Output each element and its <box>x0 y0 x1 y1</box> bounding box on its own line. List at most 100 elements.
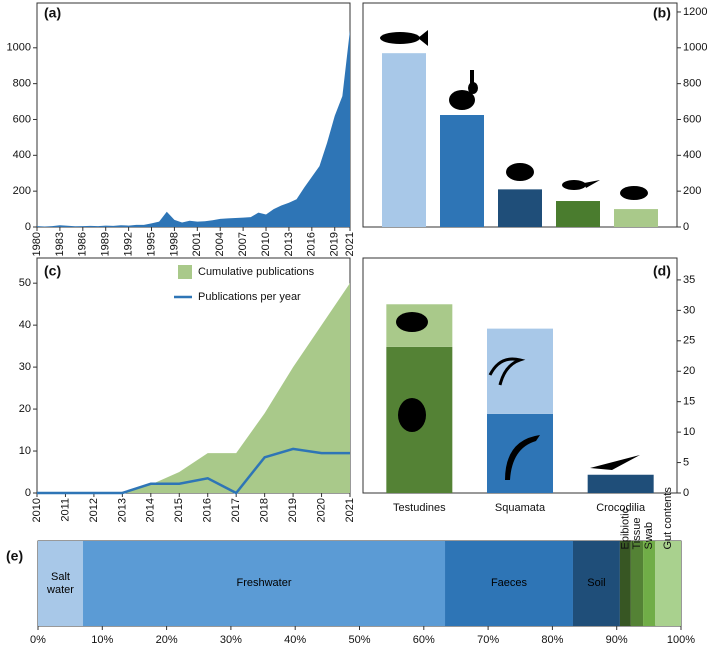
x-tick-label: 2010 <box>260 232 272 256</box>
x-tick-label: 30% <box>220 634 242 646</box>
animal-icon <box>398 398 426 432</box>
y-tick-label: 20 <box>683 365 695 377</box>
x-tick-label: 2016 <box>202 498 214 522</box>
x-tick-label: 1998 <box>168 232 180 256</box>
animal-icon <box>380 32 420 44</box>
x-tick-label: 2011 <box>59 498 71 522</box>
y-tick-label: 200 <box>683 185 701 197</box>
x-tick-label: 2001 <box>191 232 203 256</box>
bar-segment <box>445 541 573 626</box>
x-tick-label: 2021 <box>344 498 356 522</box>
animal-icon <box>396 312 428 332</box>
line <box>37 447 350 495</box>
legend-swatch <box>178 265 192 279</box>
bar-segment <box>572 541 620 626</box>
y-tick-label: 30 <box>683 304 695 316</box>
y-tick-label: 30 <box>19 361 31 373</box>
x-tick-label: 2015 <box>173 498 185 522</box>
legend-label: Publications per year <box>198 291 301 303</box>
x-tick-label: Crocodilia <box>596 502 646 514</box>
bar-segment <box>83 541 446 626</box>
x-tick-label: 2021 <box>344 232 356 256</box>
segment-label: Swab <box>643 522 655 550</box>
segment-label: Faeces <box>490 577 528 589</box>
bar <box>614 209 658 227</box>
panel-label: (a) <box>44 5 61 21</box>
x-tick-label: 2012 <box>88 498 100 522</box>
panel-label: (d) <box>653 263 671 279</box>
x-tick-label: 70% <box>477 634 499 646</box>
area <box>37 29 350 227</box>
x-tick-label: 2016 <box>306 232 318 256</box>
segment-label: Freshwater <box>236 577 292 589</box>
segment-label: Gut contents <box>662 487 674 550</box>
y-tick-label: 50 <box>19 277 31 289</box>
panel-label: (e) <box>6 548 23 564</box>
y-tick-label: 400 <box>13 149 31 161</box>
bar-segment <box>38 541 84 626</box>
x-tick-label: 2007 <box>237 232 249 256</box>
x-tick-label: 40% <box>284 634 306 646</box>
y-tick-label: 1000 <box>7 42 31 54</box>
y-tick-label: 800 <box>683 78 701 90</box>
x-tick-label: 1992 <box>123 232 135 256</box>
area <box>37 283 350 493</box>
x-tick-label: 90% <box>606 634 628 646</box>
panel-label: (b) <box>653 5 671 21</box>
animal-icon <box>449 90 475 110</box>
bar <box>556 201 600 227</box>
bar <box>440 115 484 227</box>
y-tick-label: 0 <box>683 221 689 233</box>
x-tick-label: 10% <box>91 634 113 646</box>
x-tick-label: 1983 <box>54 232 66 256</box>
bar-segment <box>587 474 654 493</box>
x-tick-label: 2013 <box>116 498 128 522</box>
animal-icon <box>505 435 540 480</box>
x-tick-label: 0% <box>30 634 46 646</box>
animal-icon <box>590 455 640 470</box>
animal-icon <box>470 70 474 86</box>
segment-label-box: Soil <box>587 577 605 589</box>
y-tick-label: 600 <box>13 113 31 125</box>
x-tick-label: 50% <box>348 634 370 646</box>
x-tick-label: 2004 <box>214 232 226 256</box>
y-tick-label: 200 <box>13 185 31 197</box>
animal-icon <box>418 30 428 46</box>
segment-label: Salt water <box>47 570 74 596</box>
x-tick-label: 2017 <box>230 498 242 522</box>
x-tick-label: 20% <box>156 634 178 646</box>
y-tick-label: 0 <box>683 487 689 499</box>
bar-segment <box>630 541 644 626</box>
segment-label-box: Faeces <box>490 577 528 589</box>
bar-segment <box>643 541 656 626</box>
y-tick-label: 600 <box>683 113 701 125</box>
x-tick-label: 2010 <box>31 498 43 522</box>
y-tick-label: 10 <box>683 426 695 438</box>
y-tick-label: 0 <box>25 487 31 499</box>
y-tick-label: 800 <box>13 78 31 90</box>
y-tick-label: 40 <box>19 319 31 331</box>
x-tick-label: 2020 <box>315 498 327 522</box>
y-tick-label: 15 <box>683 396 695 408</box>
y-tick-label: 5 <box>683 456 689 468</box>
y-tick-label: 400 <box>683 149 701 161</box>
bar <box>498 189 542 227</box>
animal-icon <box>506 163 534 181</box>
x-tick-label: 2013 <box>283 232 295 256</box>
x-tick-label: 1980 <box>31 232 43 256</box>
x-tick-label: 2019 <box>329 232 341 256</box>
x-tick-label: 60% <box>413 634 435 646</box>
bar-segment <box>655 541 681 626</box>
bar-segment <box>487 328 553 414</box>
animal-icon <box>562 180 586 190</box>
x-tick-label: 1989 <box>100 232 112 256</box>
x-tick-label: 100% <box>667 634 695 646</box>
y-tick-label: 0 <box>25 221 31 233</box>
animal-icon <box>584 180 600 188</box>
segment-label: Tissue <box>631 518 643 550</box>
legend-label: Cumulative publications <box>198 266 315 278</box>
panel-label: (c) <box>44 263 61 279</box>
x-tick-label: Testudines <box>393 502 446 514</box>
